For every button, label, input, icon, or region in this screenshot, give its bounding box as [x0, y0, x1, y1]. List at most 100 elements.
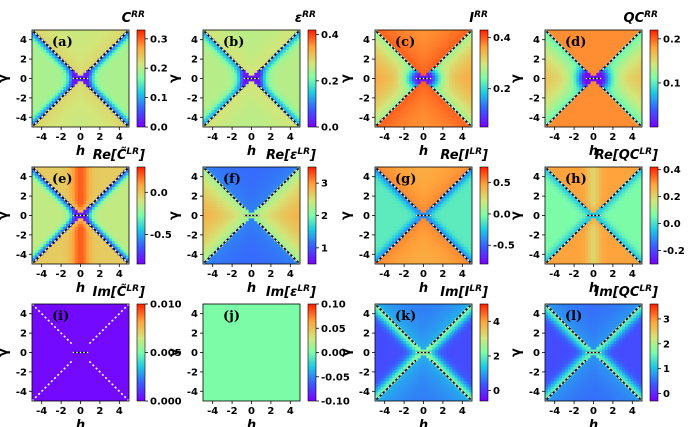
x-tick-label: 4 — [287, 132, 294, 143]
y-tick-label: 0 — [363, 348, 370, 359]
x-tick-label: 0 — [420, 132, 427, 143]
colorbar-tick-label: 0.0 — [150, 123, 168, 134]
y-tick-label: -2 — [359, 367, 370, 378]
y-axis-label: γ — [0, 74, 11, 83]
x-tick-label: 0 — [420, 406, 427, 417]
colorbar-tick-label: 2 — [321, 211, 328, 222]
colorbar-tick-label: 0.0 — [493, 209, 511, 220]
colorbar — [136, 303, 146, 402]
y-tick-label: 4 — [363, 35, 370, 46]
panel-label: (a) — [52, 35, 73, 50]
colorbar — [649, 166, 659, 265]
colorbar-tick-label: 0.2 — [663, 34, 681, 45]
x-tick-label: 2 — [439, 132, 446, 143]
y-axis-label: γ — [0, 211, 11, 220]
colorbar-tick-label: 0.0 — [663, 219, 681, 230]
y-tick-label: 2 — [533, 55, 540, 66]
y-tick-label: -2 — [359, 230, 370, 241]
y-tick-label: -4 — [529, 250, 540, 261]
heatmap-image — [32, 30, 129, 127]
x-tick-label: 0 — [248, 269, 255, 280]
y-tick-label: -4 — [16, 113, 27, 124]
x-axis-label: h — [247, 144, 256, 159]
y-tick-label: 0 — [533, 348, 540, 359]
x-tick-label: 0 — [248, 406, 255, 417]
colorbar — [479, 29, 489, 128]
y-tick-label: 0 — [533, 211, 540, 222]
x-tick-label: -2 — [569, 132, 580, 143]
y-axis-label: γ — [167, 348, 182, 357]
colorbar-tick-label: 1 — [321, 243, 328, 254]
y-tick-label: -2 — [187, 230, 198, 241]
colorbar-tick-label: 0.2 — [321, 76, 339, 87]
y-tick-label: -2 — [529, 367, 540, 378]
heatmap-image — [375, 167, 472, 264]
x-tick-label: -4 — [207, 132, 218, 143]
x-tick-label: -4 — [549, 132, 560, 143]
colorbar-tick-label: 0.2 — [150, 64, 168, 75]
colorbar-tick-label: 2 — [493, 351, 500, 362]
y-axis-label: γ — [339, 211, 354, 220]
x-tick-label: -2 — [56, 132, 67, 143]
colorbar-tick-label: 0.05 — [321, 324, 346, 335]
colorbar-tick-label: -0.5 — [150, 230, 172, 241]
colorbar-tick-label: 0.4 — [321, 30, 339, 41]
y-tick-label: 4 — [363, 309, 370, 320]
colorbar-tick-label: 0.4 — [493, 33, 511, 44]
y-tick-label: -4 — [359, 387, 370, 398]
colorbar-tick-label: 0.10 — [321, 300, 346, 311]
panel-title: Im[C̃LR] — [93, 284, 146, 300]
x-tick-label: 0 — [77, 406, 84, 417]
colorbar — [649, 303, 659, 402]
x-tick-label: 0 — [248, 132, 255, 143]
panel-title: Re[ILR] — [440, 147, 488, 163]
y-tick-label: -4 — [187, 113, 198, 124]
y-tick-label: 4 — [20, 35, 27, 46]
x-tick-label: 2 — [96, 406, 103, 417]
x-tick-label: 4 — [287, 269, 294, 280]
x-axis-label: h — [589, 281, 598, 296]
y-tick-label: 2 — [363, 55, 370, 66]
panel-label: (l) — [565, 309, 582, 324]
x-tick-label: 0 — [590, 132, 597, 143]
panel-k: (k) -4 -2 0 2 4 4 2 0 -2 -4 h γ 4 2 0 Im[ILR] — [339, 284, 500, 427]
y-axis-label: γ — [509, 74, 524, 83]
y-tick-label: 2 — [533, 329, 540, 340]
panel-title: Im[QCLR] — [594, 284, 658, 300]
panel-j: (j) -4 -2 0 2 4 4 2 0 -2 -4 h γ 0.10 0.05 0.00 -0.05 -0.1… — [167, 284, 350, 427]
y-axis-label: γ — [339, 348, 354, 357]
heatmap-image — [203, 167, 300, 264]
panel-l: (l) -4 -2 0 2 4 4 2 0 -2 -4 h γ 3 2 1 0 Im[QCLR] — [509, 284, 670, 427]
x-tick-label: 4 — [629, 406, 636, 417]
y-tick-label: 2 — [363, 192, 370, 203]
heatmap-image — [203, 30, 300, 127]
colorbar-tick-label: 0 — [493, 386, 500, 397]
x-tick-label: 2 — [267, 406, 274, 417]
y-tick-label: 4 — [20, 172, 27, 183]
panel-title: QCRR — [624, 10, 659, 26]
x-axis-label: h — [76, 281, 85, 296]
heatmap-image — [32, 167, 129, 264]
panel-label: (e) — [52, 172, 73, 187]
y-tick-label: -4 — [16, 250, 27, 261]
panel-label: (d) — [565, 35, 586, 50]
panel-label: (c) — [395, 35, 415, 50]
colorbar-tick-label: -0.05 — [321, 372, 350, 383]
y-axis-label: γ — [0, 348, 11, 357]
x-tick-label: -4 — [379, 406, 390, 417]
y-tick-label: 4 — [533, 35, 540, 46]
colorbar-tick-label: 0.1 — [663, 78, 681, 89]
y-tick-label: 4 — [533, 309, 540, 320]
x-tick-label: 4 — [459, 132, 466, 143]
x-axis-label: h — [76, 144, 85, 159]
colorbar-tick-label: 0.005 — [150, 348, 182, 359]
x-axis-label: h — [76, 418, 85, 427]
panel-title: Re[εLR] — [266, 147, 316, 163]
y-tick-label: 0 — [20, 348, 27, 359]
x-tick-label: 2 — [267, 269, 274, 280]
panel-h: (h) -4 -2 0 2 4 4 2 0 -2 -4 h γ 0.4 0.2 0.0 -0.2 Re[QCLR] — [509, 147, 685, 296]
colorbar-tick-label: 0.5 — [493, 178, 511, 189]
x-tick-label: 0 — [77, 269, 84, 280]
x-tick-label: -4 — [549, 269, 560, 280]
